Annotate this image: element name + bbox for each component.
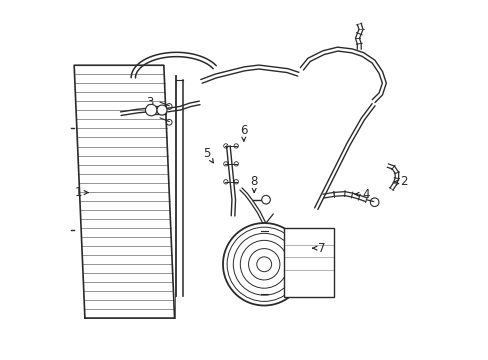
Text: 6: 6	[240, 124, 247, 141]
Text: 1: 1	[75, 186, 88, 199]
Text: 5: 5	[203, 147, 213, 163]
Circle shape	[145, 104, 157, 116]
Text: 3: 3	[145, 96, 156, 114]
Text: 2: 2	[394, 175, 407, 188]
Circle shape	[261, 195, 270, 204]
Bar	[284, 228, 333, 297]
Bar	[147, 106, 165, 114]
Text: 8: 8	[250, 175, 257, 192]
Text: 7: 7	[312, 242, 325, 255]
Text: 4: 4	[354, 188, 369, 201]
Circle shape	[157, 105, 167, 115]
